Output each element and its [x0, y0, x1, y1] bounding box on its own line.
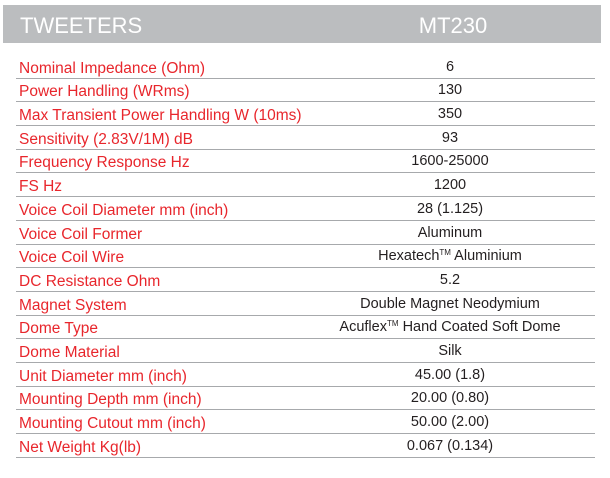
spec-label: Max Transient Power Handling W (10ms): [19, 107, 302, 125]
spec-value: 28 (1.125): [416, 200, 484, 217]
spec-row: Power Handling (WRms) 130: [16, 79, 595, 103]
spec-value: 1600-25000: [411, 153, 489, 170]
spec-table: Nominal Impedance (Ohm) 6 Power Handling (…: [16, 55, 595, 458]
spec-label: Voice Coil Diameter mm (inch): [19, 201, 229, 219]
spec-row: Mounting Depth mm (inch) 20.00 (0.80): [16, 387, 595, 411]
spec-row: Voice Coil Diameter mm (inch) 28 (1.125): [16, 197, 595, 221]
spec-value: 350: [437, 106, 463, 123]
spec-row: Nominal Impedance (Ohm) 6: [16, 55, 595, 79]
spec-label: Magnet System: [19, 296, 127, 314]
spec-value: Aluminum: [417, 224, 483, 241]
spec-row: FS Hz 1200: [16, 173, 595, 198]
spec-label: Dome Type: [19, 320, 98, 338]
spec-value: 45.00 (1.8): [414, 366, 486, 383]
spec-row: DC Resistance Ohm 5.2: [16, 268, 595, 292]
spec-value: AcuflexTM Hand Coated Soft Dome: [339, 319, 561, 336]
category-title: TWEETERS: [20, 13, 143, 38]
spec-row: Sensitivity (2.83V/1M) dB 93: [16, 126, 595, 150]
spec-label: Nominal Impedance (Ohm): [19, 59, 206, 77]
spec-value: 5.2: [439, 271, 461, 288]
spec-row: Voice Coil Wire HexatechTM Aluminium: [16, 245, 595, 269]
spec-value: HexatechTM Aluminium: [378, 248, 522, 265]
model-title: MT230: [418, 13, 488, 38]
spec-value: 50.00 (2.00): [410, 414, 490, 430]
spec-label: Voice Coil Former: [19, 225, 143, 243]
spec-value: 6: [445, 58, 455, 75]
spec-value: 20.00 (0.80): [410, 390, 490, 407]
spec-row: Dome Type AcuflexTM Hand Coated Soft Dome: [16, 316, 595, 340]
spec-value: 130: [437, 82, 463, 99]
spec-row: Magnet System Double Magnet Neodymium: [16, 292, 595, 316]
spec-label: Voice Coil Wire: [19, 249, 125, 267]
spec-label: Power Handling (WRms): [19, 83, 190, 101]
spec-label: Dome Material: [19, 343, 120, 361]
spec-value: Double Magnet Neodymium: [360, 295, 540, 312]
spec-row: Max Transient Power Handling W (10ms) 350: [16, 102, 595, 127]
spec-label: Mounting Depth mm (inch): [19, 391, 202, 409]
spec-label: FS Hz: [19, 178, 63, 196]
spec-row: Mounting Cutout mm (inch) 50.00 (2.00): [16, 410, 595, 434]
spec-value: 0.067 (0.134): [406, 437, 494, 454]
spec-value: Silk: [438, 342, 462, 359]
spec-value: 93: [441, 129, 459, 146]
spec-label: DC Resistance Ohm: [19, 272, 161, 290]
spec-row: Frequency Response Hz 1600-25000: [16, 150, 595, 174]
spec-label: Sensitivity (2.83V/1M) dB: [19, 130, 194, 148]
spec-label: Frequency Response Hz: [19, 154, 190, 172]
spec-row: Net Weight Kg(lb) 0.067 (0.134): [16, 434, 595, 458]
spec-row: Voice Coil Former Aluminum: [16, 221, 595, 245]
spec-row: Unit Diameter mm (inch) 45.00 (1.8): [16, 363, 595, 387]
spec-value: 1200: [433, 177, 467, 194]
table-header: TWEETERS MT230: [3, 5, 601, 43]
spec-label: Unit Diameter mm (inch): [19, 367, 187, 385]
spec-label: Mounting Cutout mm (inch): [19, 415, 206, 432]
spec-row: Dome Material Silk: [16, 339, 595, 363]
spec-label: Net Weight Kg(lb): [19, 438, 142, 456]
